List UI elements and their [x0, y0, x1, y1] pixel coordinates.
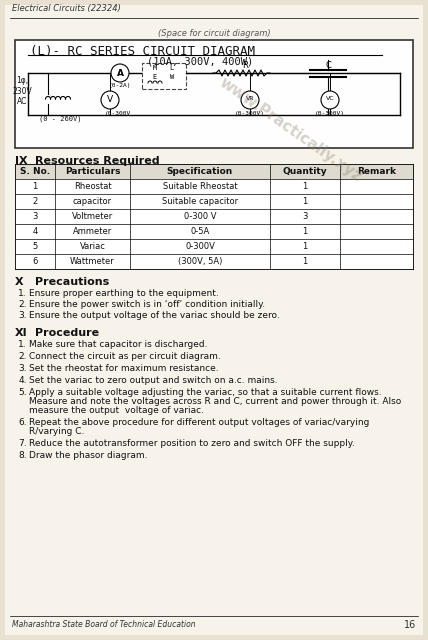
Text: Draw the phasor diagram.: Draw the phasor diagram. [29, 451, 148, 460]
Text: V: V [107, 95, 113, 104]
FancyBboxPatch shape [15, 179, 413, 194]
Text: (300V, 5A): (300V, 5A) [178, 257, 222, 266]
Text: 3: 3 [32, 212, 38, 221]
Text: 16: 16 [404, 620, 416, 630]
Circle shape [321, 91, 339, 109]
Text: 0-300V: 0-300V [185, 242, 215, 251]
Text: 3: 3 [302, 212, 308, 221]
Text: Resources Required: Resources Required [35, 156, 160, 166]
Text: Electrical Circuits (22324): Electrical Circuits (22324) [12, 4, 121, 13]
Text: Make sure that capacitor is discharged.: Make sure that capacitor is discharged. [29, 340, 208, 349]
Text: 5.: 5. [18, 388, 27, 397]
FancyBboxPatch shape [142, 63, 186, 89]
Text: 3.: 3. [18, 364, 27, 373]
Text: IX: IX [15, 156, 28, 166]
Text: (0-300V): (0-300V) [235, 111, 265, 115]
FancyBboxPatch shape [5, 5, 423, 635]
Text: Reduce the autotransformer position to zero and switch OFF the supply.: Reduce the autotransformer position to z… [29, 439, 355, 448]
Text: Specification: Specification [167, 167, 233, 176]
Text: M   L: M L [153, 65, 175, 71]
Text: 1: 1 [302, 257, 308, 266]
Text: XI: XI [15, 328, 28, 338]
Text: 4.: 4. [18, 376, 27, 385]
Text: S. No.: S. No. [20, 167, 50, 176]
Text: 1.: 1. [18, 289, 27, 298]
Text: (0 - 260V): (0 - 260V) [39, 116, 81, 122]
Text: Precautions: Precautions [35, 277, 109, 287]
Text: 3.: 3. [18, 311, 27, 320]
Text: (L)- RC SERIES CIRCUIT DIAGRAM: (L)- RC SERIES CIRCUIT DIAGRAM [30, 45, 255, 58]
Text: X: X [15, 277, 24, 287]
Text: (10A, 300V, 400W): (10A, 300V, 400W) [147, 56, 253, 66]
FancyBboxPatch shape [15, 194, 413, 209]
Text: 8.: 8. [18, 451, 27, 460]
Text: Ensure the output voltage of the variac should be zero.: Ensure the output voltage of the variac … [29, 311, 280, 320]
Text: Suitable capacitor: Suitable capacitor [162, 197, 238, 206]
Text: 1: 1 [302, 197, 308, 206]
Text: 2: 2 [33, 197, 38, 206]
Text: C: C [325, 61, 331, 70]
Text: 4: 4 [33, 227, 38, 236]
FancyBboxPatch shape [15, 209, 413, 224]
FancyBboxPatch shape [15, 40, 413, 148]
Text: 1: 1 [33, 182, 38, 191]
Circle shape [111, 64, 129, 82]
FancyBboxPatch shape [15, 254, 413, 269]
Text: R: R [242, 61, 248, 70]
Text: Particulars: Particulars [65, 167, 120, 176]
Text: Voltmeter: Voltmeter [72, 212, 113, 221]
Text: Set the rheostat for maximum resistance.: Set the rheostat for maximum resistance. [29, 364, 219, 373]
Text: Wattmeter: Wattmeter [70, 257, 115, 266]
Text: 1φ,
230V
AC: 1φ, 230V AC [12, 76, 32, 106]
Text: Set the variac to zero output and switch on a.c. mains.: Set the variac to zero output and switch… [29, 376, 278, 385]
Text: Suitable Rheostat: Suitable Rheostat [163, 182, 237, 191]
Text: 0-5A: 0-5A [190, 227, 210, 236]
Text: 1: 1 [302, 182, 308, 191]
Text: Ensure proper earthing to the equipment.: Ensure proper earthing to the equipment. [29, 289, 219, 298]
Text: 6.: 6. [18, 418, 27, 427]
Text: Variac: Variac [80, 242, 105, 251]
Text: 1: 1 [302, 242, 308, 251]
FancyBboxPatch shape [15, 164, 413, 179]
Text: E   W: E W [153, 74, 175, 80]
Text: Quantity: Quantity [282, 167, 327, 176]
Text: 1.: 1. [18, 340, 27, 349]
Text: Repeat the above procedure for different output voltages of variac/varying: Repeat the above procedure for different… [29, 418, 369, 427]
Text: VR: VR [246, 97, 254, 102]
Circle shape [101, 91, 119, 109]
Text: 2.: 2. [18, 300, 27, 309]
Text: (0-2A): (0-2A) [109, 83, 131, 88]
Text: 6: 6 [32, 257, 38, 266]
Text: Remark: Remark [357, 167, 396, 176]
Text: Maharashtra State Board of Technical Education: Maharashtra State Board of Technical Edu… [12, 620, 196, 629]
Text: www.Practically.xyz: www.Practically.xyz [216, 75, 364, 185]
FancyBboxPatch shape [15, 224, 413, 239]
Text: capacitor: capacitor [73, 197, 112, 206]
Text: 2.: 2. [18, 352, 27, 361]
Text: 5: 5 [33, 242, 38, 251]
Text: R/varying C.: R/varying C. [29, 427, 84, 436]
Text: Procedure: Procedure [35, 328, 99, 338]
FancyBboxPatch shape [15, 239, 413, 254]
Text: Ensure the power switch is in ‘off’ condition initially.: Ensure the power switch is in ‘off’ cond… [29, 300, 265, 309]
Text: VC: VC [326, 97, 334, 102]
Text: (0-300V): (0-300V) [315, 111, 345, 115]
Text: Apply a suitable voltage adjusting the variac, so that a suitable current flows.: Apply a suitable voltage adjusting the v… [29, 388, 382, 397]
Text: Ammeter: Ammeter [73, 227, 112, 236]
Text: 7.: 7. [18, 439, 27, 448]
Text: Rheostat: Rheostat [74, 182, 111, 191]
Text: A: A [116, 68, 124, 77]
Text: 0-300 V: 0-300 V [184, 212, 216, 221]
Text: Measure and note the voltages across R and C, current and power through it. Also: Measure and note the voltages across R a… [29, 397, 401, 406]
Circle shape [241, 91, 259, 109]
Text: 1: 1 [302, 227, 308, 236]
Text: (Space for circuit diagram): (Space for circuit diagram) [158, 29, 270, 38]
Text: Connect the circuit as per circuit diagram.: Connect the circuit as per circuit diagr… [29, 352, 221, 361]
Text: (0-300V: (0-300V [105, 111, 131, 115]
Text: measure the output  voltage of variac.: measure the output voltage of variac. [29, 406, 204, 415]
